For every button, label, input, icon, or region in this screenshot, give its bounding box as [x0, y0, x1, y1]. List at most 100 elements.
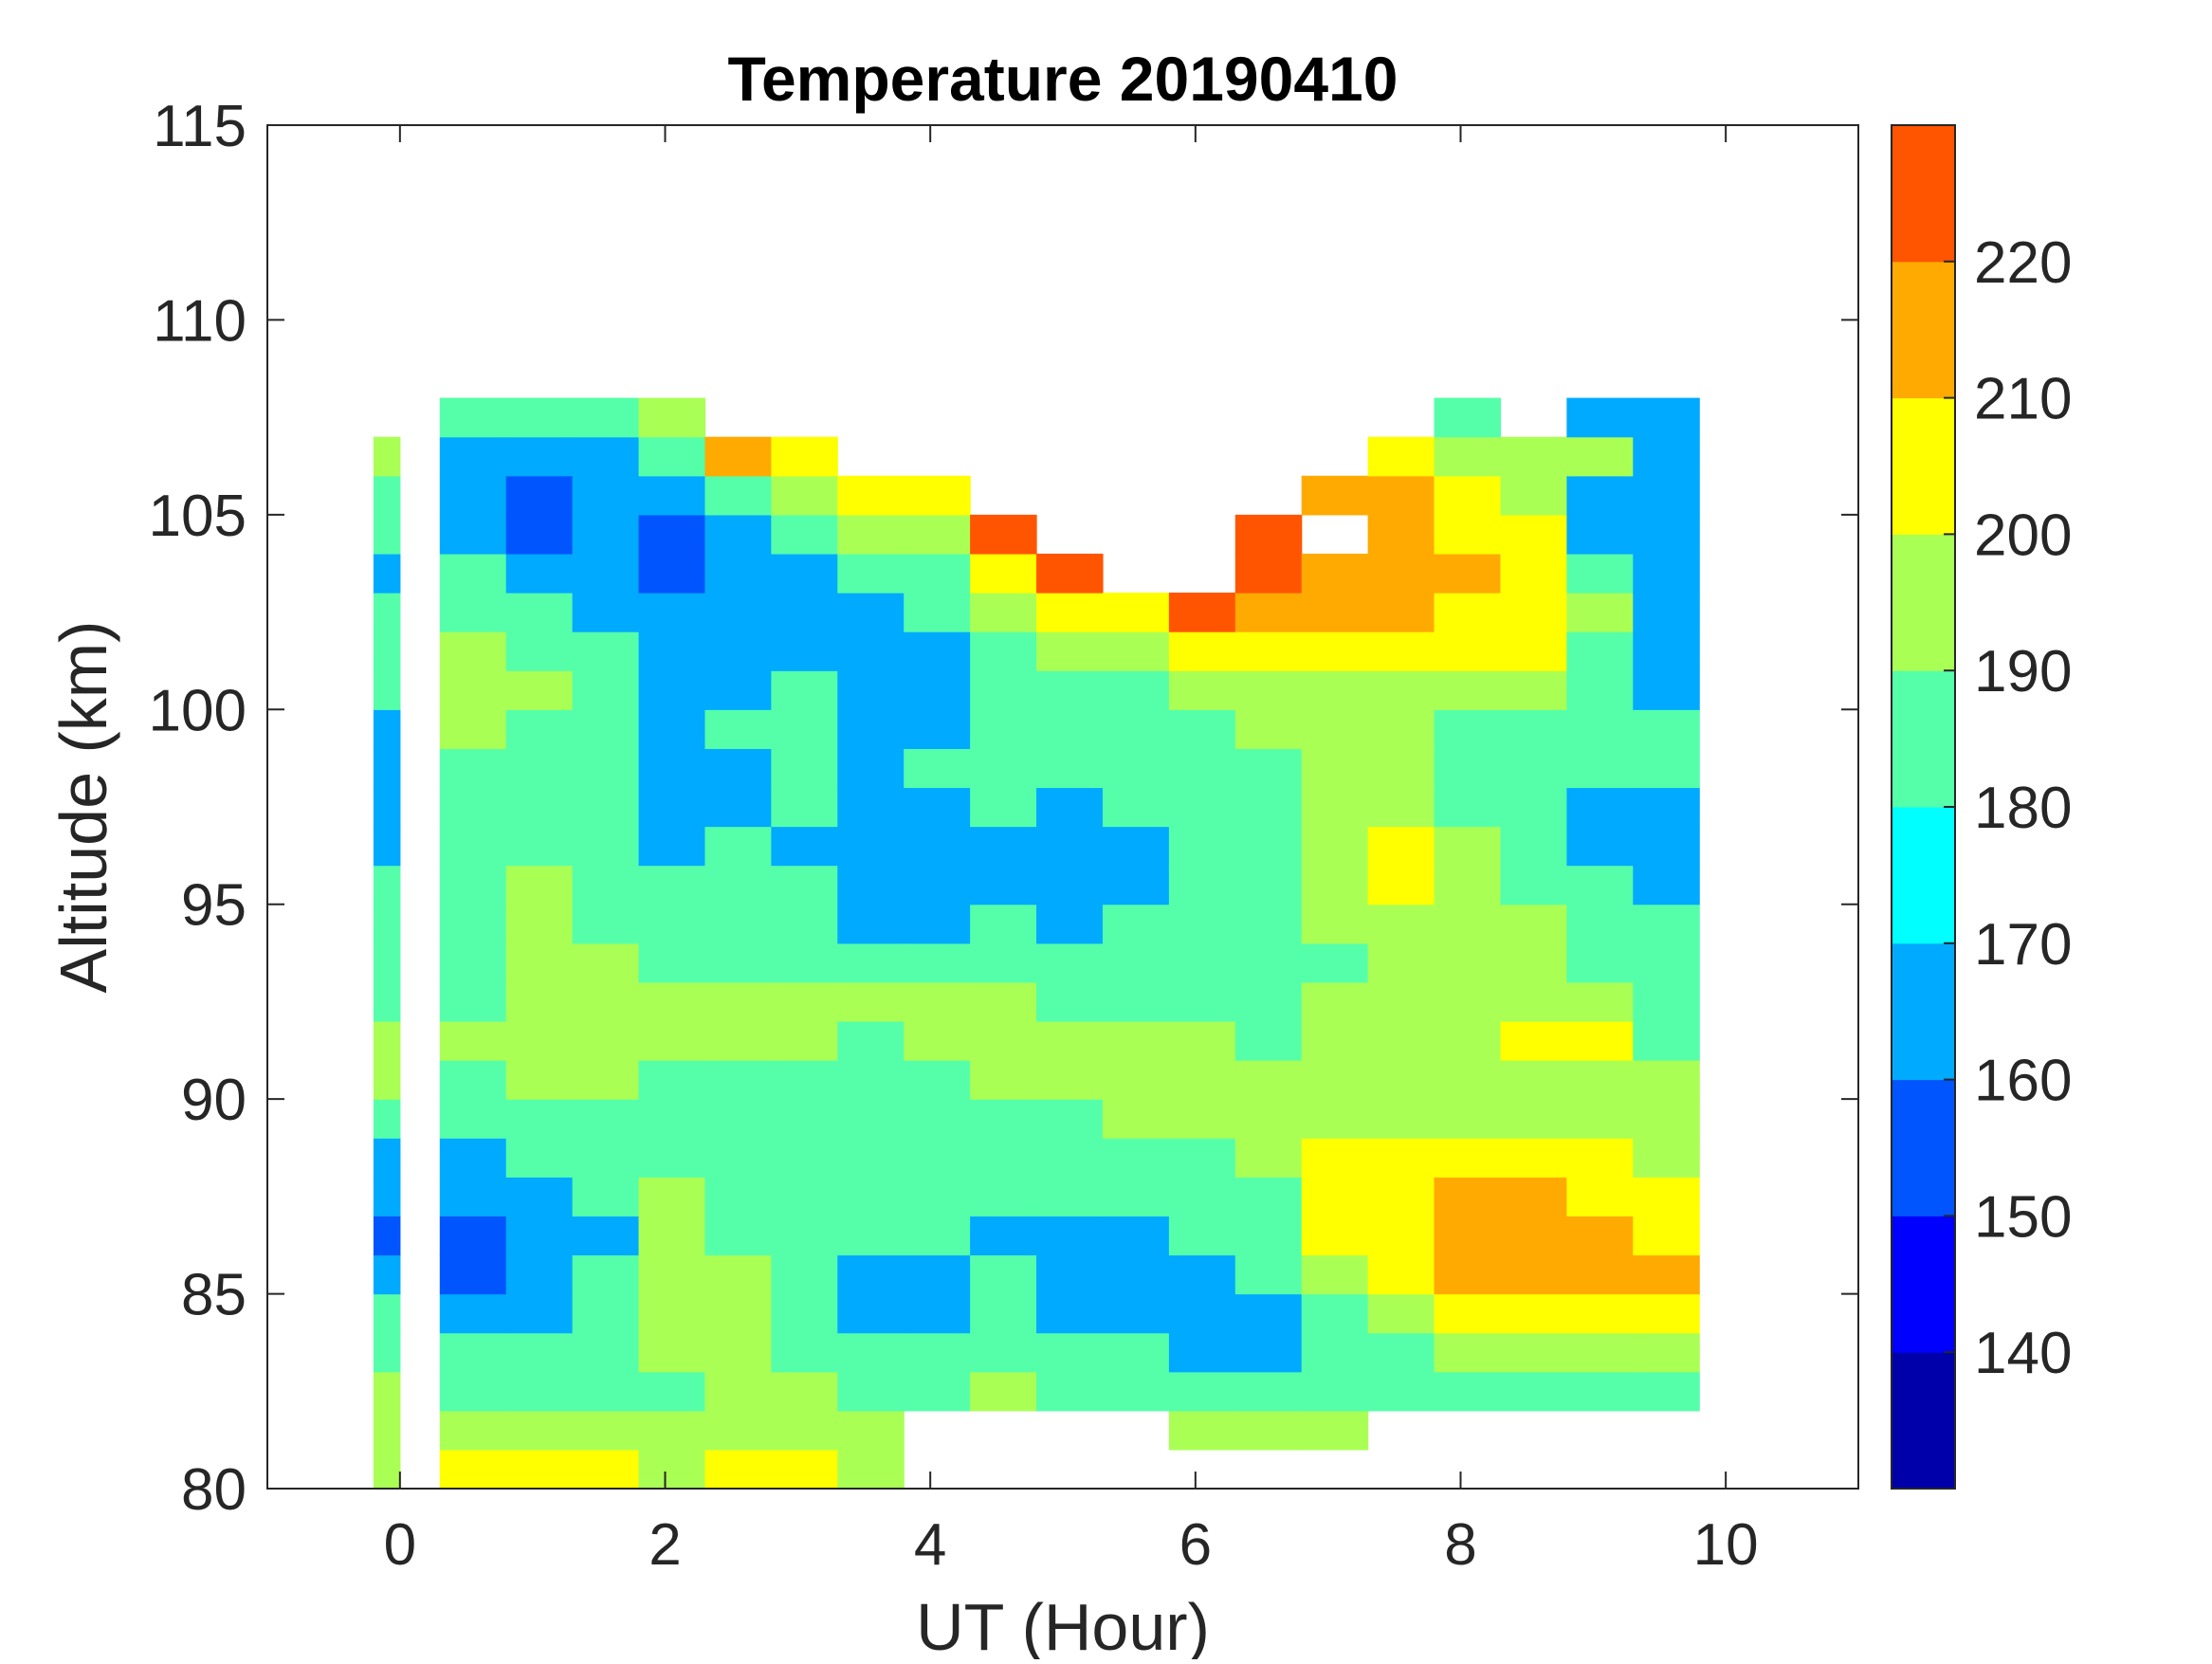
temperature-cell [505, 826, 574, 867]
temperature-cell [1036, 553, 1104, 594]
temperature-cell [837, 787, 905, 828]
temperature-cell [638, 1099, 706, 1139]
temperature-cell [1301, 1099, 1369, 1139]
temperature-cell [373, 865, 401, 905]
temperature-cell [771, 593, 838, 632]
y-tick-label: 90 [181, 1068, 247, 1133]
temperature-cell [373, 1293, 401, 1334]
temperature-cell [373, 981, 401, 1022]
temperature-cell [1102, 748, 1170, 789]
temperature-cell [970, 981, 1037, 1022]
temperature-cell [505, 1371, 574, 1412]
temperature-cell [373, 436, 401, 477]
temperature-cell [771, 475, 838, 516]
temperature-cell [771, 981, 838, 1022]
temperature-cell [1633, 981, 1700, 1022]
temperature-cell [1301, 1371, 1369, 1412]
temperature-cell [373, 826, 401, 867]
temperature-cell [1434, 865, 1502, 905]
temperature-cell [1500, 981, 1567, 1022]
x-tick-label: 6 [1179, 1512, 1212, 1578]
temperature-cell [837, 904, 905, 944]
temperature-cell [704, 475, 772, 516]
temperature-cell [771, 709, 838, 749]
temperature-cell [1102, 1020, 1170, 1061]
temperature-cell [1500, 826, 1567, 867]
temperature-cell [638, 475, 706, 516]
temperature-cell [1301, 1138, 1369, 1178]
temperature-cell [1234, 1177, 1303, 1216]
temperature-cell [1633, 1177, 1700, 1216]
temperature-cell [1168, 981, 1236, 1022]
temperature-cell [1500, 514, 1567, 555]
temperature-cell [904, 1216, 971, 1256]
temperature-cell [572, 1216, 640, 1256]
temperature-cell [904, 593, 971, 632]
temperature-cell [439, 865, 507, 905]
temperature-cell [1102, 1293, 1170, 1334]
temperature-cell [837, 1099, 905, 1139]
temperature-cell [704, 1020, 772, 1061]
y-axis-label: Altitude (km) [46, 621, 120, 994]
temperature-cell [439, 942, 507, 983]
colorbar-swatch [1892, 125, 1955, 263]
temperature-cell [1036, 1020, 1104, 1061]
temperature-cell [904, 514, 971, 555]
temperature-cell [837, 942, 905, 983]
temperature-cell [1434, 1254, 1502, 1295]
colorbar-swatch [1892, 261, 1955, 399]
temperature-cell [970, 709, 1037, 749]
temperature-cell [771, 436, 838, 477]
temperature-cell [1036, 1254, 1104, 1295]
temperature-cell [439, 1060, 507, 1100]
temperature-cell [904, 1371, 971, 1412]
temperature-cell [1036, 942, 1104, 983]
temperature-cell [1434, 670, 1502, 710]
temperature-cell [1566, 709, 1634, 749]
temperature-cell [1301, 904, 1369, 944]
temperature-cell [704, 1254, 772, 1295]
temperature-cell [1036, 787, 1104, 828]
x-axis-label: UT (Hour) [916, 1590, 1210, 1659]
temperature-cell [1434, 397, 1502, 438]
temperature-cell [373, 1254, 401, 1295]
temperature-cell [572, 826, 640, 867]
y-axis: 80 85 90 95 100 105 110 115 [149, 94, 1858, 1523]
temperature-cell [638, 1254, 706, 1295]
temperature-cell [904, 1099, 971, 1139]
temperature-cell [505, 1020, 574, 1061]
temperature-cell [572, 1099, 640, 1139]
temperature-cell [837, 1020, 905, 1061]
temperature-cell [1301, 981, 1369, 1022]
temperature-cell [837, 981, 905, 1022]
temperature-cell [1367, 475, 1435, 516]
temperature-cell [1168, 826, 1236, 867]
temperature-cell [1500, 1332, 1567, 1373]
temperature-cell [1633, 1060, 1700, 1100]
temperature-cell [1168, 1410, 1236, 1451]
temperature-cell [1234, 1020, 1303, 1061]
temperature-cell [1168, 1371, 1236, 1412]
colorbar-swatch [1892, 670, 1955, 808]
temperature-cell [1301, 553, 1369, 594]
temperature-cell [771, 1020, 838, 1061]
temperature-cell [904, 826, 971, 867]
contour-fill-layer [373, 397, 1700, 1490]
temperature-cell [1500, 631, 1567, 671]
temperature-cell [771, 1216, 838, 1256]
temperature-cell [837, 1371, 905, 1412]
temperature-cell [970, 631, 1037, 671]
temperature-cell [505, 1449, 574, 1490]
temperature-cell [1301, 631, 1369, 671]
temperature-cell [572, 1020, 640, 1061]
colorbar-swatch [1892, 942, 1955, 1081]
temperature-cell [638, 787, 706, 828]
colorbar-swatch [1892, 1216, 1955, 1353]
temperature-cell [771, 865, 838, 905]
temperature-cell [1500, 475, 1567, 516]
temperature-cell [1036, 1371, 1104, 1412]
temperature-cell [1566, 748, 1634, 789]
temperature-cell [505, 748, 574, 789]
y-tick-label: 95 [181, 873, 247, 939]
temperature-cell [904, 670, 971, 710]
